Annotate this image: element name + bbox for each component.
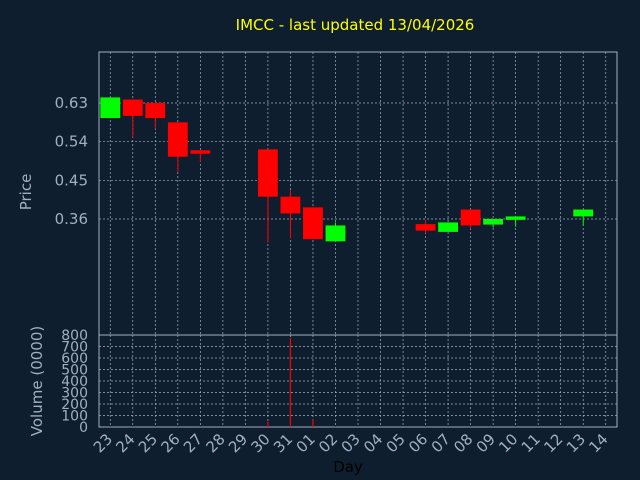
candlesticks bbox=[100, 97, 594, 243]
volume-tick-label: 500 bbox=[61, 363, 88, 379]
volume-bars bbox=[109, 337, 584, 427]
volume-tick-label: 200 bbox=[61, 397, 88, 413]
candle-body bbox=[573, 209, 594, 217]
volume-tick-label: 400 bbox=[61, 374, 88, 390]
chart-title: IMCC - last updated 13/04/2026 bbox=[236, 16, 475, 34]
price-tick-label: 0.45 bbox=[55, 171, 88, 189]
candle-body bbox=[100, 97, 121, 119]
volume-tick-label: 800 bbox=[61, 328, 88, 344]
volume-tick-label: 0 bbox=[79, 420, 88, 436]
candle-body bbox=[415, 224, 436, 231]
day-x-ticks: 2324252627282930310102030405060708091011… bbox=[90, 430, 612, 456]
price-tick-label: 0.63 bbox=[55, 94, 88, 112]
price-y-ticks: 0.63 0.54 0.45 0.36 bbox=[55, 94, 88, 228]
candle-body bbox=[280, 196, 301, 214]
candle-body bbox=[505, 216, 526, 220]
price-tick-label: 0.54 bbox=[55, 133, 88, 151]
volume-gridlines bbox=[99, 334, 617, 428]
price-panel: 0.63 0.54 0.45 0.36 Price bbox=[17, 51, 618, 336]
volume-tick-label: 600 bbox=[61, 351, 88, 367]
candle-body bbox=[145, 103, 166, 119]
candle-body bbox=[190, 150, 211, 154]
price-axis-label: Price bbox=[17, 174, 35, 211]
candle-body bbox=[167, 122, 188, 157]
day-axis-label: Day bbox=[333, 458, 363, 476]
price-tick-label: 0.36 bbox=[55, 210, 88, 228]
candle-body bbox=[258, 149, 278, 197]
price-gridlines bbox=[99, 52, 617, 335]
candle-body bbox=[438, 222, 458, 232]
volume-tick-label: 700 bbox=[61, 340, 88, 356]
volume-axis-label: Volume (0000) bbox=[28, 326, 46, 436]
volume-tick-label: 300 bbox=[61, 386, 88, 402]
day-tick-label: 14 bbox=[585, 430, 611, 456]
candle-body bbox=[460, 209, 481, 226]
candle-body bbox=[325, 225, 346, 242]
volume-tick-label: 100 bbox=[61, 409, 88, 425]
candle-body bbox=[303, 207, 323, 240]
candle-body bbox=[122, 99, 143, 116]
candle-body bbox=[483, 219, 504, 225]
